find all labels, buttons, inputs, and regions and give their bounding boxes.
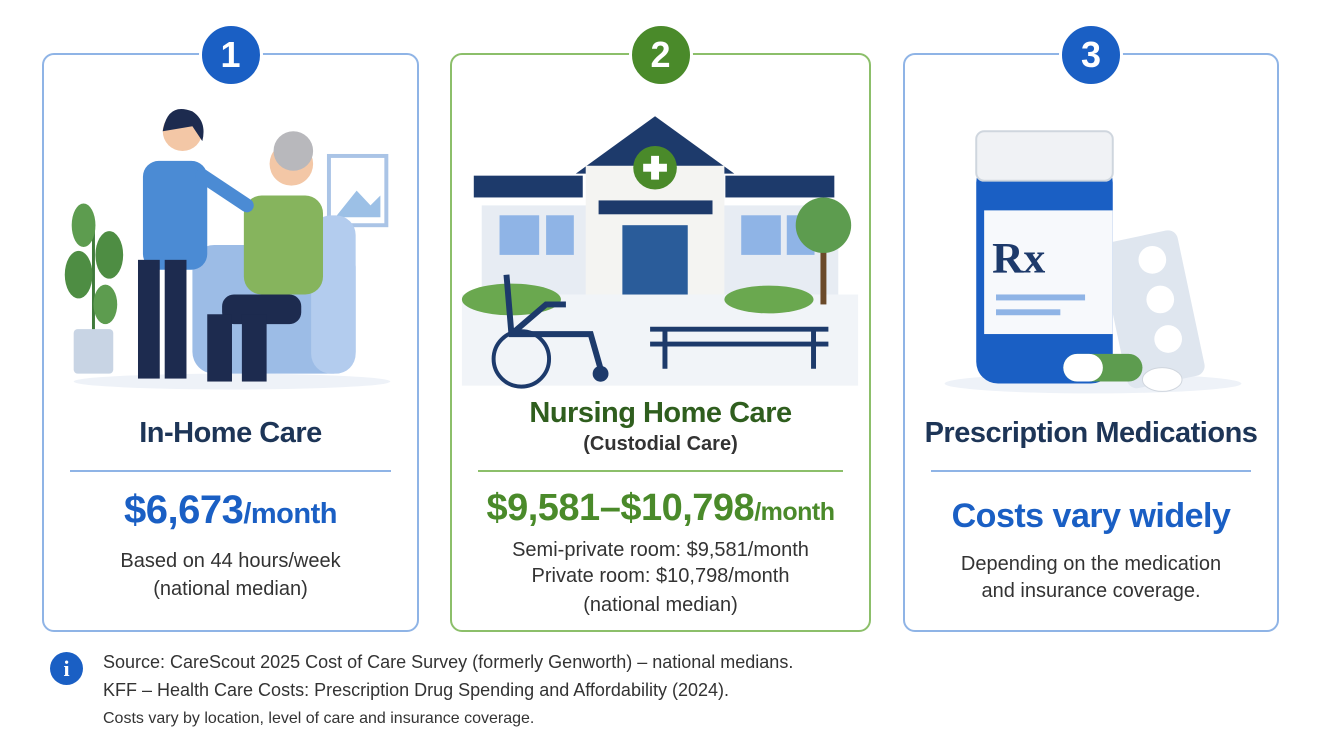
rx-label: Rx (992, 235, 1045, 283)
price-unit: /month (243, 498, 337, 530)
card-title: In-Home Care (139, 417, 322, 449)
step-number: 3 (1059, 23, 1123, 87)
note: (national median) (153, 578, 308, 600)
divider (70, 470, 391, 472)
price: Costs vary widely (951, 497, 1231, 535)
card-subtitle: (Custodial Care) (583, 433, 738, 455)
note: Private room: $10,798/month (531, 565, 790, 587)
divider (931, 470, 1251, 472)
note: Based on 44 hours/week (120, 550, 341, 572)
price-value: $9,581–$10,798 (486, 487, 755, 529)
price-unit: /month (754, 498, 835, 526)
illustration (64, 108, 391, 390)
price-value: $6,673 (124, 488, 244, 532)
price: $9,581–$10,798/month (452, 487, 869, 530)
card: 2 Nursing Home Care (Custodial Care) $9,… (450, 23, 871, 632)
card-title: Prescription Medications (924, 417, 1258, 449)
step-number: 2 (628, 23, 693, 87)
card-title: Nursing Home Care (529, 397, 792, 429)
source-line: KFF – Health Care Costs: Prescription Dr… (103, 680, 729, 700)
source-line: Source: CareScout 2025 Cost of Care Surv… (103, 652, 794, 672)
note: Semi-private room: $9,581/month (512, 539, 809, 561)
note: and insurance coverage. (981, 580, 1201, 602)
divider (478, 470, 843, 472)
step-number: 1 (198, 23, 263, 87)
card: 3 Rx Prescription Medications Costs vary… (903, 23, 1279, 632)
illustration: Rx (944, 130, 1242, 394)
note: Depending on the medication (960, 553, 1222, 575)
illustration (461, 116, 859, 389)
note: (national median) (583, 594, 738, 616)
price: $6,673/month (44, 488, 417, 533)
source-note: Costs vary by location, level of care an… (103, 710, 535, 727)
info-icon: i (50, 652, 83, 685)
card: 1 In-Home Care $6,673/month Based on 44 … (42, 23, 419, 632)
